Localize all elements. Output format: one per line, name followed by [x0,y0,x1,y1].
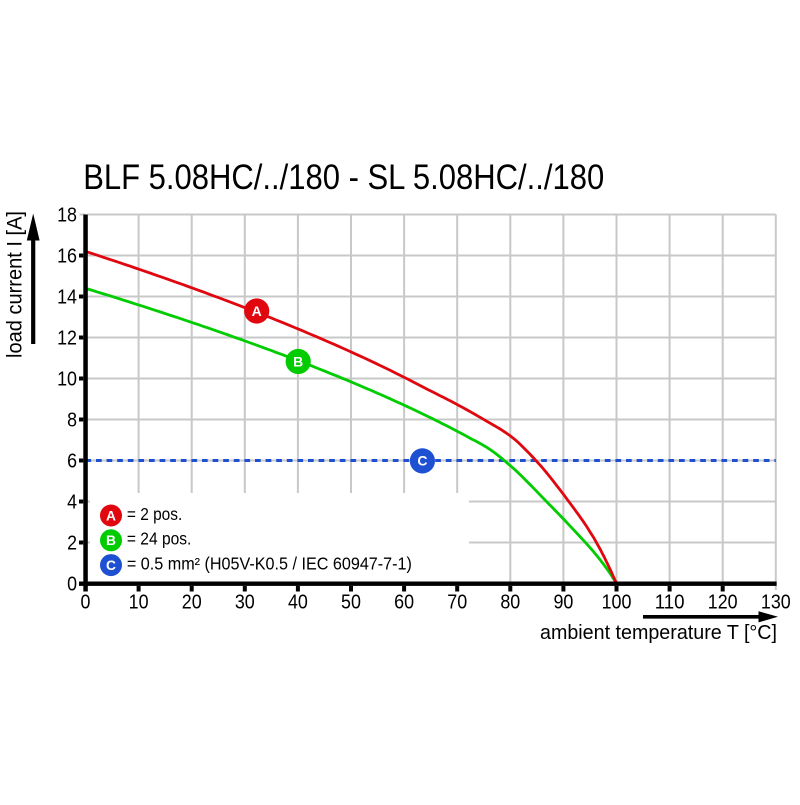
svg-text:= 2 pos.: = 2 pos. [127,504,182,524]
svg-text:90: 90 [553,592,573,614]
svg-text:16: 16 [57,246,77,268]
svg-text:14: 14 [57,287,77,309]
svg-text:= 24 pos.: = 24 pos. [127,529,191,549]
svg-text:8: 8 [67,410,77,432]
svg-text:12: 12 [57,328,77,350]
svg-text:70: 70 [447,592,467,614]
svg-text:ambient temperature T [°C]: ambient temperature T [°C] [540,622,777,644]
svg-text:60: 60 [394,592,414,614]
svg-text:10: 10 [57,369,77,391]
svg-text:A: A [106,508,116,523]
svg-text:2: 2 [67,533,77,555]
svg-text:A: A [252,303,262,319]
svg-text:B: B [106,533,116,548]
svg-text:load current I [A]: load current I [A] [4,211,27,358]
svg-text:110: 110 [655,592,685,614]
svg-text:40: 40 [288,592,308,614]
svg-text:4: 4 [67,492,77,514]
svg-text:18: 18 [57,205,77,227]
svg-text:120: 120 [708,592,738,614]
svg-text:= 0.5 mm² (H05V-K0.5 / IEC 609: = 0.5 mm² (H05V-K0.5 / IEC 60947-7-1) [127,553,412,573]
svg-text:6: 6 [67,451,77,473]
svg-text:80: 80 [500,592,520,614]
svg-text:C: C [106,558,116,573]
svg-text:10: 10 [129,592,149,614]
svg-text:0: 0 [81,592,91,614]
svg-text:B: B [293,353,303,369]
svg-text:C: C [417,453,427,469]
svg-text:50: 50 [341,592,361,614]
svg-text:20: 20 [182,592,202,614]
svg-text:100: 100 [602,592,632,614]
svg-text:130: 130 [761,592,791,614]
svg-text:0: 0 [67,574,77,596]
svg-text:BLF 5.08HC/../180 - SL 5.08HC/: BLF 5.08HC/../180 - SL 5.08HC/../180 [83,157,604,197]
svg-text:30: 30 [235,592,255,614]
